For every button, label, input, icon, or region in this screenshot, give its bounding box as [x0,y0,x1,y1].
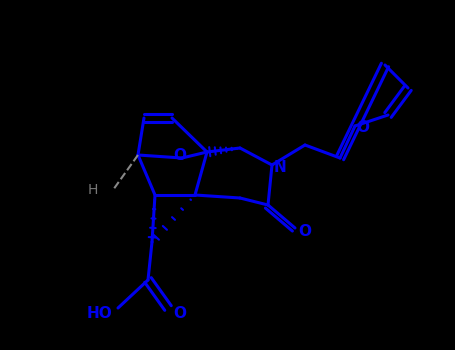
Text: O: O [298,224,312,239]
Text: O: O [173,306,187,321]
Text: N: N [273,160,286,175]
Text: H: H [88,183,98,197]
Text: O: O [357,120,369,135]
Text: HO: HO [87,306,113,321]
Text: O: O [173,148,187,163]
